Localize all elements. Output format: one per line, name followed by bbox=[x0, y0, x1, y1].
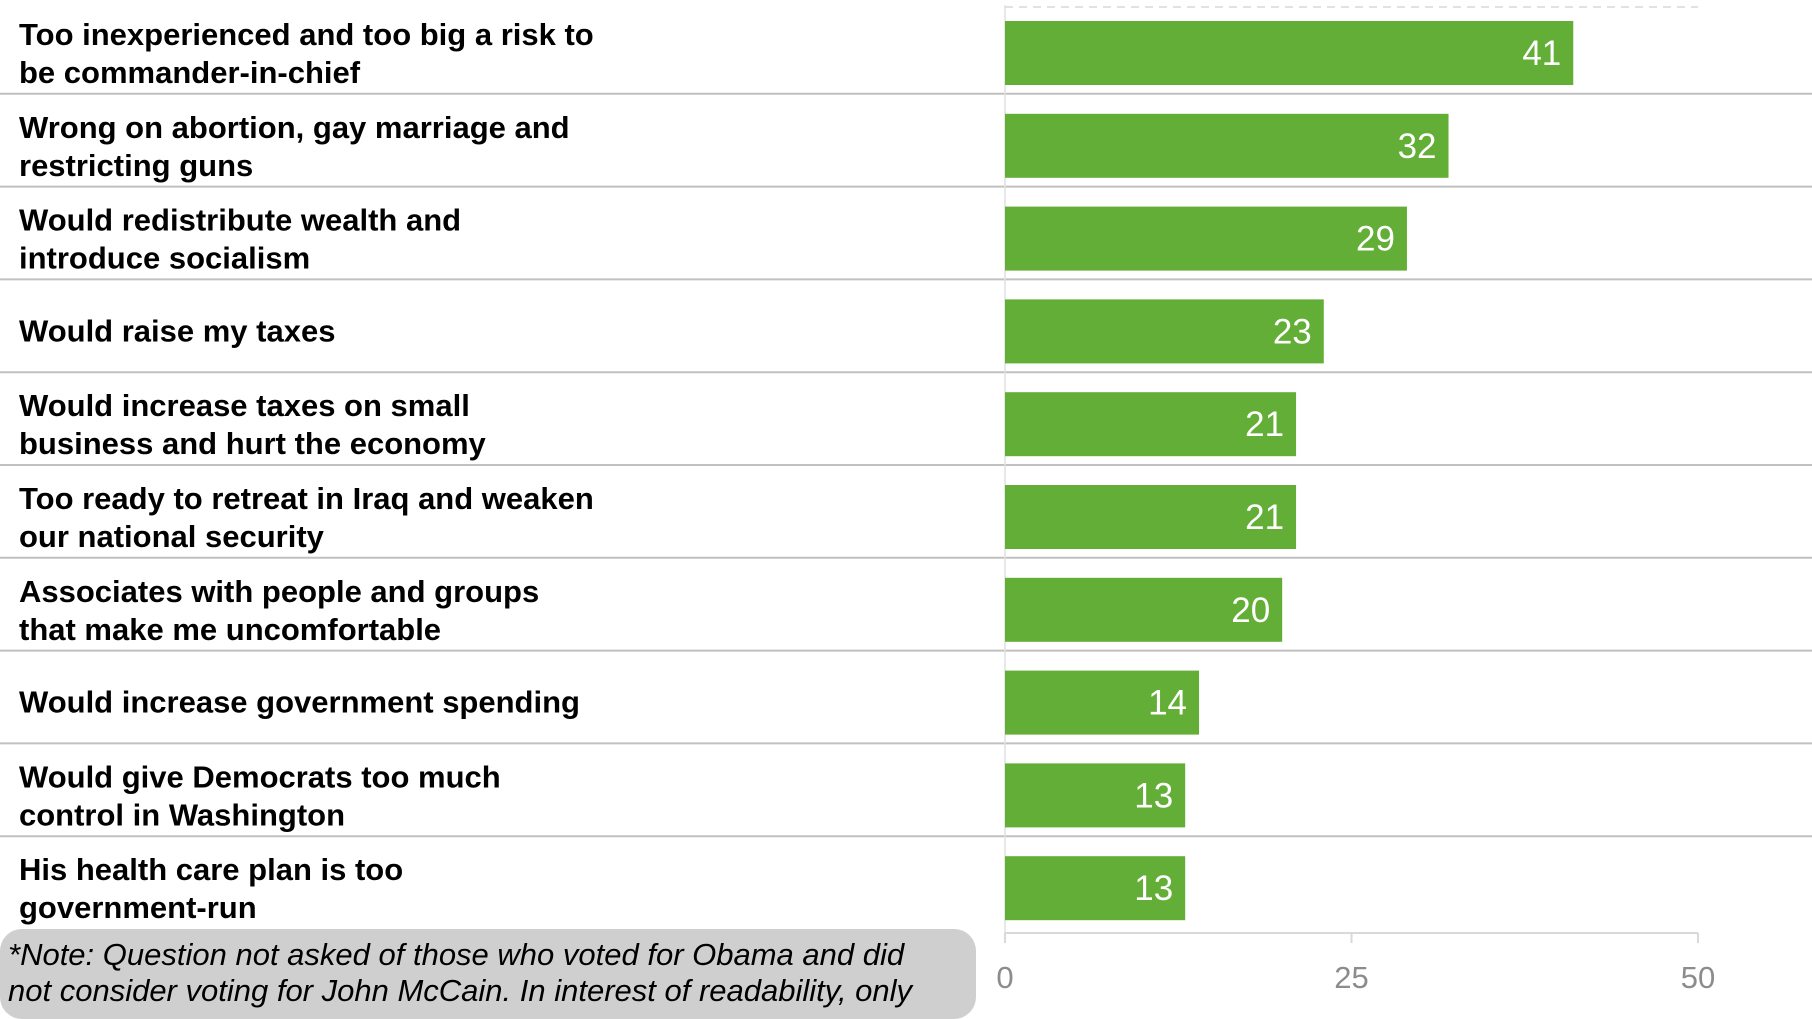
bar-value-label: 21 bbox=[1245, 405, 1284, 444]
bar-value-label: 13 bbox=[1134, 869, 1173, 908]
category-labels: Too inexperienced and too big a risk tob… bbox=[19, 17, 594, 925]
category-label: Would increase taxes on small bbox=[19, 388, 470, 423]
bar bbox=[1005, 21, 1574, 85]
category-label: be commander-in-chief bbox=[19, 55, 361, 90]
category-label: control in Washington bbox=[19, 797, 345, 832]
category-label: introduce socialism bbox=[19, 241, 310, 276]
category-label: Would increase government spending bbox=[19, 685, 580, 720]
category-label: business and hurt the economy bbox=[19, 426, 487, 461]
bar-value-label: 29 bbox=[1356, 220, 1395, 259]
category-label: Would give Democrats too much bbox=[19, 759, 501, 794]
bar bbox=[1005, 113, 1449, 178]
category-label: restricting guns bbox=[19, 148, 253, 183]
category-label: government-run bbox=[19, 890, 257, 925]
category-label: our national security bbox=[19, 519, 325, 554]
bar bbox=[1005, 577, 1283, 642]
bar-value-label: 23 bbox=[1273, 312, 1312, 351]
x-tick-label: 0 bbox=[996, 960, 1013, 990]
category-label: that make me uncomfortable bbox=[19, 612, 441, 647]
bar bbox=[1005, 763, 1186, 828]
note-line: *Note: Question not asked of those who v… bbox=[8, 937, 905, 972]
grid-layer bbox=[0, 5, 1812, 933]
bar bbox=[1005, 392, 1297, 457]
bar bbox=[1005, 856, 1186, 921]
bar-value-label: 14 bbox=[1148, 684, 1187, 723]
category-label: Wrong on abortion, gay marriage and bbox=[19, 110, 570, 145]
x-tick-label: 25 bbox=[1334, 960, 1368, 990]
bar-value-label: 41 bbox=[1522, 34, 1561, 73]
bars: 41 32 29 23 21 21 20 14 13 13 bbox=[1005, 21, 1574, 921]
bar-chart: Too inexperienced and too big a risk tob… bbox=[0, 5, 1812, 990]
x-tick-label: 50 bbox=[1681, 960, 1715, 990]
bar bbox=[1005, 206, 1407, 271]
category-label: Too inexperienced and too big a risk to bbox=[19, 17, 594, 52]
bar-value-label: 13 bbox=[1134, 776, 1173, 815]
note-box: *Note: Question not asked of those who v… bbox=[0, 929, 976, 1019]
note-text: *Note: Question not asked of those who v… bbox=[8, 937, 968, 1009]
category-label: Associates with people and groups bbox=[19, 574, 539, 609]
category-label: His health care plan is too bbox=[19, 852, 403, 887]
x-axis: 0 25 50 bbox=[996, 932, 1715, 990]
bar bbox=[1005, 299, 1324, 364]
bar-value-label: 32 bbox=[1398, 127, 1437, 166]
bar bbox=[1005, 485, 1297, 549]
bar-value-label: 20 bbox=[1231, 591, 1270, 630]
bar-value-label: 21 bbox=[1245, 498, 1284, 537]
bar bbox=[1005, 670, 1200, 735]
note-line: not consider voting for John McCain. In … bbox=[8, 973, 913, 1008]
category-label: Too ready to retreat in Iraq and weaken bbox=[19, 481, 594, 516]
category-label: Would raise my taxes bbox=[19, 313, 335, 348]
category-label: Would redistribute wealth and bbox=[19, 203, 461, 238]
